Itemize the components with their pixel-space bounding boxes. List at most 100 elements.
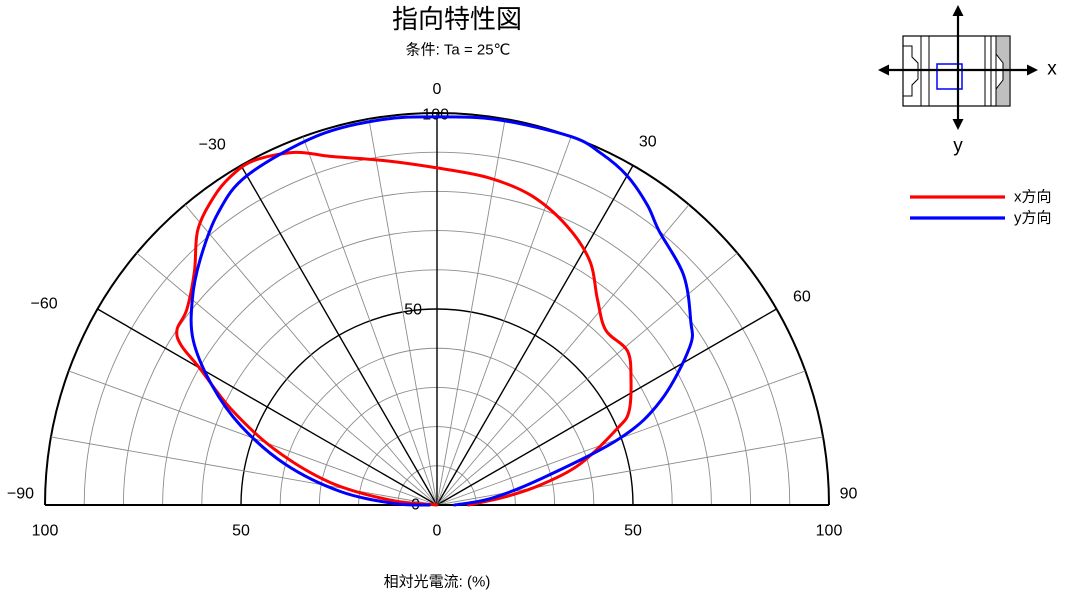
minor-grid-spoke <box>436 118 506 506</box>
minor-grid-spoke <box>436 136 572 506</box>
series-2-data-point <box>381 118 384 121</box>
baseline-tick-label: 100 <box>32 523 59 540</box>
series-1 <box>175 150 633 507</box>
minor-grid-spoke <box>368 118 438 506</box>
series-2-data-point <box>392 502 395 505</box>
radial-tick-label: 100 <box>422 107 449 124</box>
series-2-data-point <box>428 504 431 506</box>
angle-tick-label: −90 <box>7 486 34 503</box>
series-1-data-point <box>616 427 619 430</box>
series-layer <box>175 115 694 507</box>
legend-entry: y方向 <box>910 210 1052 227</box>
series-2-data-point <box>316 134 319 137</box>
angle-tick-label: 90 <box>840 486 858 503</box>
series-2 <box>189 115 694 507</box>
major-grid-spoke <box>436 165 634 506</box>
sensor-area <box>936 63 963 90</box>
series-2-data-point <box>618 437 621 440</box>
series-1-data-point <box>176 328 178 331</box>
series-1-data-point <box>628 410 630 413</box>
series-1-data-point <box>212 196 215 199</box>
series-1-data-point <box>185 308 188 311</box>
angle-tick-label: −30 <box>199 137 226 154</box>
angle-tick-label: 30 <box>639 134 657 151</box>
angle-tick-label: 0 <box>433 81 442 98</box>
series-2-data-point <box>245 174 248 177</box>
major-grid-spoke <box>97 308 438 506</box>
series-1-data-point <box>630 378 632 380</box>
chart-title: 指向特性図 <box>392 4 522 34</box>
x-direction-label: x <box>1047 59 1057 80</box>
series-1-data-point <box>293 151 296 154</box>
legend-label: x方向 <box>1014 189 1052 206</box>
series-1-data-point <box>198 366 201 369</box>
series-1-data-point <box>229 407 232 410</box>
series-1-data-point <box>530 194 533 197</box>
series-2-data-point <box>199 258 202 261</box>
minor-grid-spoke <box>184 204 438 506</box>
x-arrow-head-left-icon <box>878 64 889 76</box>
series-2-data-point <box>689 319 692 322</box>
series-2-data-point <box>436 115 438 118</box>
minor-grid-spoke <box>50 436 438 506</box>
minor-grid-spoke <box>302 136 438 506</box>
series-2-data-point <box>538 478 541 481</box>
series-2-data-point <box>659 399 662 402</box>
series-2-data-point <box>688 346 691 349</box>
series-1-data-point <box>328 481 331 484</box>
series-2-data-point <box>658 229 660 232</box>
series-1-data-point <box>381 159 384 162</box>
series-1-data-point <box>272 447 275 450</box>
series-1-data-point <box>230 174 233 177</box>
series-2-data-point <box>600 152 602 155</box>
major-grid-spoke <box>240 165 438 506</box>
series-2-data-point <box>284 463 287 466</box>
device-diagram: x y <box>878 5 1057 157</box>
legend-entry: x方向 <box>910 189 1052 206</box>
baseline-tick-label: 100 <box>816 523 843 540</box>
series-2-data-point <box>339 490 341 493</box>
series-1-data-point <box>389 499 392 502</box>
series-2-data-point <box>570 135 573 138</box>
radial-tick-label: 50 <box>404 302 422 319</box>
x-axis-label: 相対光電流: (%) <box>384 574 491 591</box>
series-1-data-point <box>539 483 542 486</box>
series-2-data-point <box>626 174 629 177</box>
baseline-tick-label: 50 <box>624 523 642 540</box>
series-1-data-point <box>329 155 332 158</box>
baseline-tick-label: 50 <box>232 523 250 540</box>
series-2-data-point <box>192 339 195 342</box>
series-1-data-point <box>180 344 182 346</box>
series-1-data-point <box>579 462 582 465</box>
chart-subtitle: 条件: Ta = 25℃ <box>406 42 511 59</box>
series-2-data-point <box>191 298 194 301</box>
x-arrow-head-right-icon <box>1027 64 1038 76</box>
series-2-data-point <box>216 212 219 215</box>
baseline-tick-label: 0 <box>433 523 442 540</box>
series-2-data-point <box>239 424 242 427</box>
device-right-notch <box>995 52 1004 91</box>
y-arrow-head-down-icon <box>952 119 964 130</box>
series-2-data-point <box>646 203 649 206</box>
series-1-data-point <box>436 166 438 169</box>
angle-tick-label: −60 <box>31 296 58 313</box>
y-direction-label: y <box>953 136 963 157</box>
series-2-line <box>189 115 694 507</box>
minor-grid-spoke <box>436 204 690 506</box>
legend: x方向 y方向 <box>910 189 1052 227</box>
series-1-data-point <box>604 329 607 332</box>
series-1-data-point <box>436 504 438 506</box>
series-2-data-point <box>682 274 685 277</box>
series-1-data-point <box>487 176 490 179</box>
series-2-data-point <box>497 118 499 121</box>
angle-tick-label: 60 <box>793 289 811 306</box>
series-1-data-point <box>506 495 508 498</box>
series-2-data-point <box>453 504 456 506</box>
minor-grid-spoke <box>136 252 438 506</box>
series-2-data-point <box>490 497 493 500</box>
series-1-data-point <box>588 259 591 262</box>
series-1-data-point <box>626 349 629 352</box>
series-1-data-point <box>196 228 199 231</box>
